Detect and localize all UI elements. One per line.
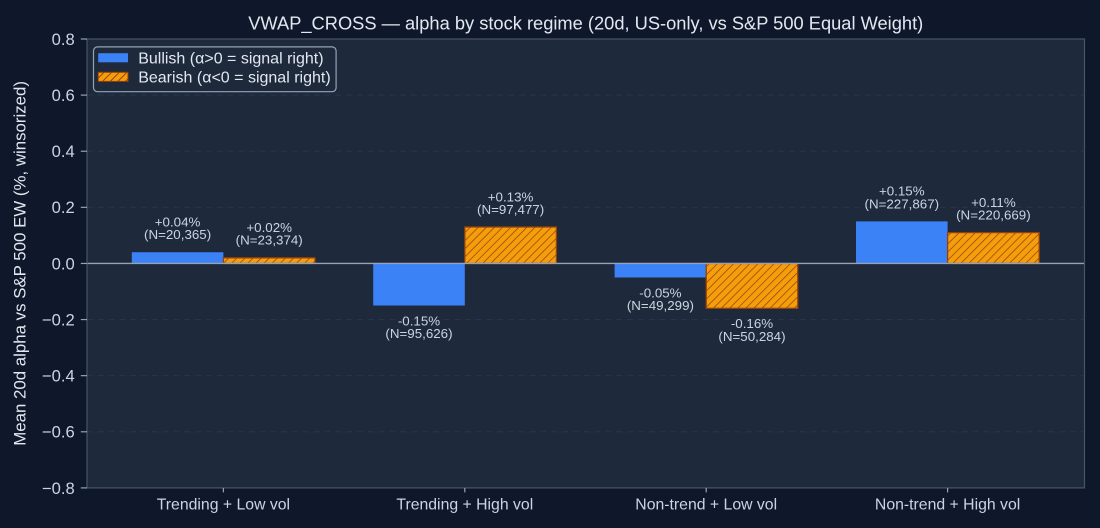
svg-text:−0.6: −0.6 [42, 423, 75, 442]
svg-text:(N=23,374): (N=23,374) [236, 233, 303, 248]
svg-text:(N=97,477): (N=97,477) [477, 202, 544, 217]
svg-text:0.4: 0.4 [52, 142, 75, 161]
svg-text:Non-trend + High vol: Non-trend + High vol [875, 496, 1020, 513]
svg-text:(N=95,626): (N=95,626) [385, 326, 452, 341]
svg-text:Bearish (α<0 = signal right): Bearish (α<0 = signal right) [138, 70, 330, 87]
svg-text:-0.16%: -0.16% [731, 316, 773, 331]
svg-text:Trending + Low vol: Trending + Low vol [157, 496, 290, 513]
svg-text:-0.05%: -0.05% [639, 285, 681, 300]
svg-text:+0.02%: +0.02% [246, 220, 292, 235]
svg-text:(N=220,669): (N=220,669) [956, 207, 1031, 222]
svg-text:0.8: 0.8 [52, 30, 75, 49]
svg-text:+0.04%: +0.04% [155, 215, 201, 230]
svg-text:Non-trend + Low vol: Non-trend + Low vol [635, 496, 777, 513]
svg-text:0.2: 0.2 [52, 198, 75, 217]
svg-text:+0.13%: +0.13% [488, 189, 534, 204]
svg-text:(N=20,365): (N=20,365) [144, 227, 211, 242]
svg-text:+0.11%: +0.11% [971, 195, 1016, 210]
svg-text:0.6: 0.6 [52, 86, 75, 105]
svg-text:Mean 20d alpha vs S&P 500 EW (: Mean 20d alpha vs S&P 500 EW (%, winsori… [11, 81, 30, 446]
svg-text:+0.15%: +0.15% [879, 184, 925, 199]
svg-text:(N=50,284): (N=50,284) [718, 329, 785, 344]
svg-text:0.0: 0.0 [52, 254, 75, 273]
svg-text:−0.4: −0.4 [42, 367, 75, 386]
svg-text:(N=227,867): (N=227,867) [865, 196, 940, 211]
svg-text:VWAP_CROSS — alpha by stock re: VWAP_CROSS — alpha by stock regime (20d,… [248, 13, 923, 35]
svg-text:Trending + High vol: Trending + High vol [396, 496, 533, 513]
svg-text:(N=49,299): (N=49,299) [627, 298, 694, 313]
svg-text:−0.2: −0.2 [42, 310, 75, 329]
svg-text:−0.8: −0.8 [42, 479, 75, 498]
svg-text:-0.15%: -0.15% [398, 313, 440, 328]
svg-text:Bullish (α>0 = signal right): Bullish (α>0 = signal right) [138, 51, 323, 68]
